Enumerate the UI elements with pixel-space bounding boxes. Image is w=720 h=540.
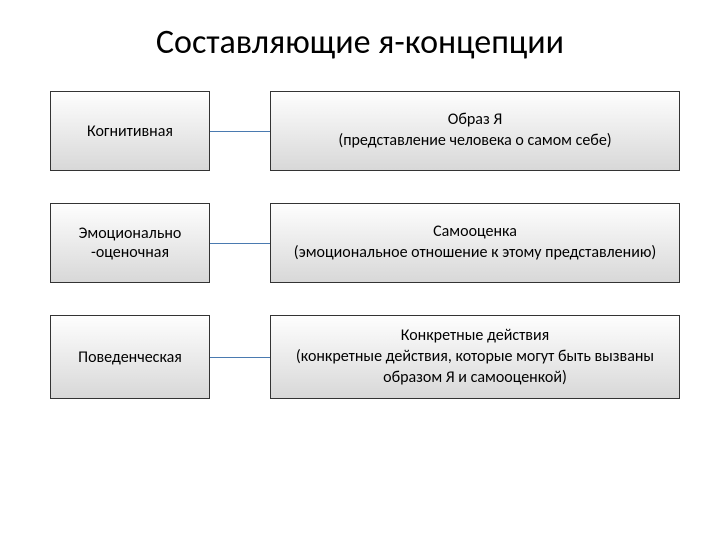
connector-line bbox=[210, 357, 270, 358]
right-box-self-esteem: Самооценка (эмоциональное отношение к эт… bbox=[270, 203, 680, 283]
right-box-title: Конкретные действия bbox=[401, 326, 549, 347]
connector bbox=[210, 315, 270, 399]
right-box-subtitle: (конкретные действия, которые могут быть… bbox=[285, 347, 665, 389]
right-box-title: Образ Я bbox=[448, 110, 502, 131]
right-box-self-image: Образ Я (представление человека о самом … bbox=[270, 91, 680, 171]
diagram-row: Когнитивная Образ Я (представление челов… bbox=[50, 91, 680, 171]
diagram-row: Поведенческая Конкретные действия (конкр… bbox=[50, 315, 680, 399]
connector-line bbox=[210, 243, 270, 244]
right-box-actions: Конкретные действия (конкретные действия… bbox=[270, 315, 680, 399]
right-box-title: Самооценка bbox=[433, 222, 517, 243]
right-box-subtitle: (эмоциональное отношение к этому предста… bbox=[294, 243, 657, 264]
connector-line bbox=[210, 131, 270, 132]
right-box-subtitle: (представление человека о самом себе) bbox=[338, 131, 611, 152]
diagram-container: Когнитивная Образ Я (представление челов… bbox=[50, 91, 680, 399]
connector bbox=[210, 203, 270, 283]
left-box-behavioral: Поведенческая bbox=[50, 315, 210, 399]
left-box-emotional: Эмоционально-оценочная bbox=[50, 203, 210, 283]
connector bbox=[210, 91, 270, 171]
diagram-row: Эмоционально-оценочная Самооценка (эмоци… bbox=[50, 203, 680, 283]
page-title: Составляющие я-концепции bbox=[0, 0, 720, 91]
left-box-cognitive: Когнитивная bbox=[50, 91, 210, 171]
